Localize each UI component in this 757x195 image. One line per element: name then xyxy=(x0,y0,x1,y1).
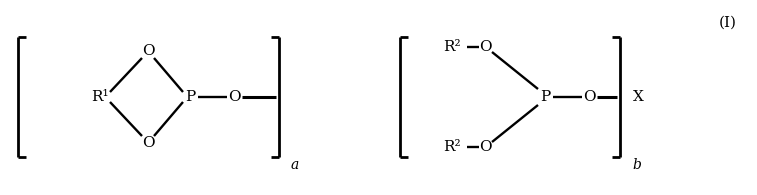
Text: O: O xyxy=(478,40,491,54)
Text: X: X xyxy=(633,90,643,104)
Text: R²: R² xyxy=(443,140,461,154)
Text: P: P xyxy=(540,90,550,104)
Text: O: O xyxy=(583,90,595,104)
Text: a: a xyxy=(291,158,299,172)
Text: (I): (I) xyxy=(719,16,737,30)
Text: R²: R² xyxy=(443,40,461,54)
Text: O: O xyxy=(142,136,154,150)
Text: O: O xyxy=(228,90,240,104)
Text: P: P xyxy=(185,90,195,104)
Text: b: b xyxy=(632,158,641,172)
Text: R¹: R¹ xyxy=(91,90,109,104)
Text: O: O xyxy=(478,140,491,154)
Text: O: O xyxy=(142,44,154,58)
